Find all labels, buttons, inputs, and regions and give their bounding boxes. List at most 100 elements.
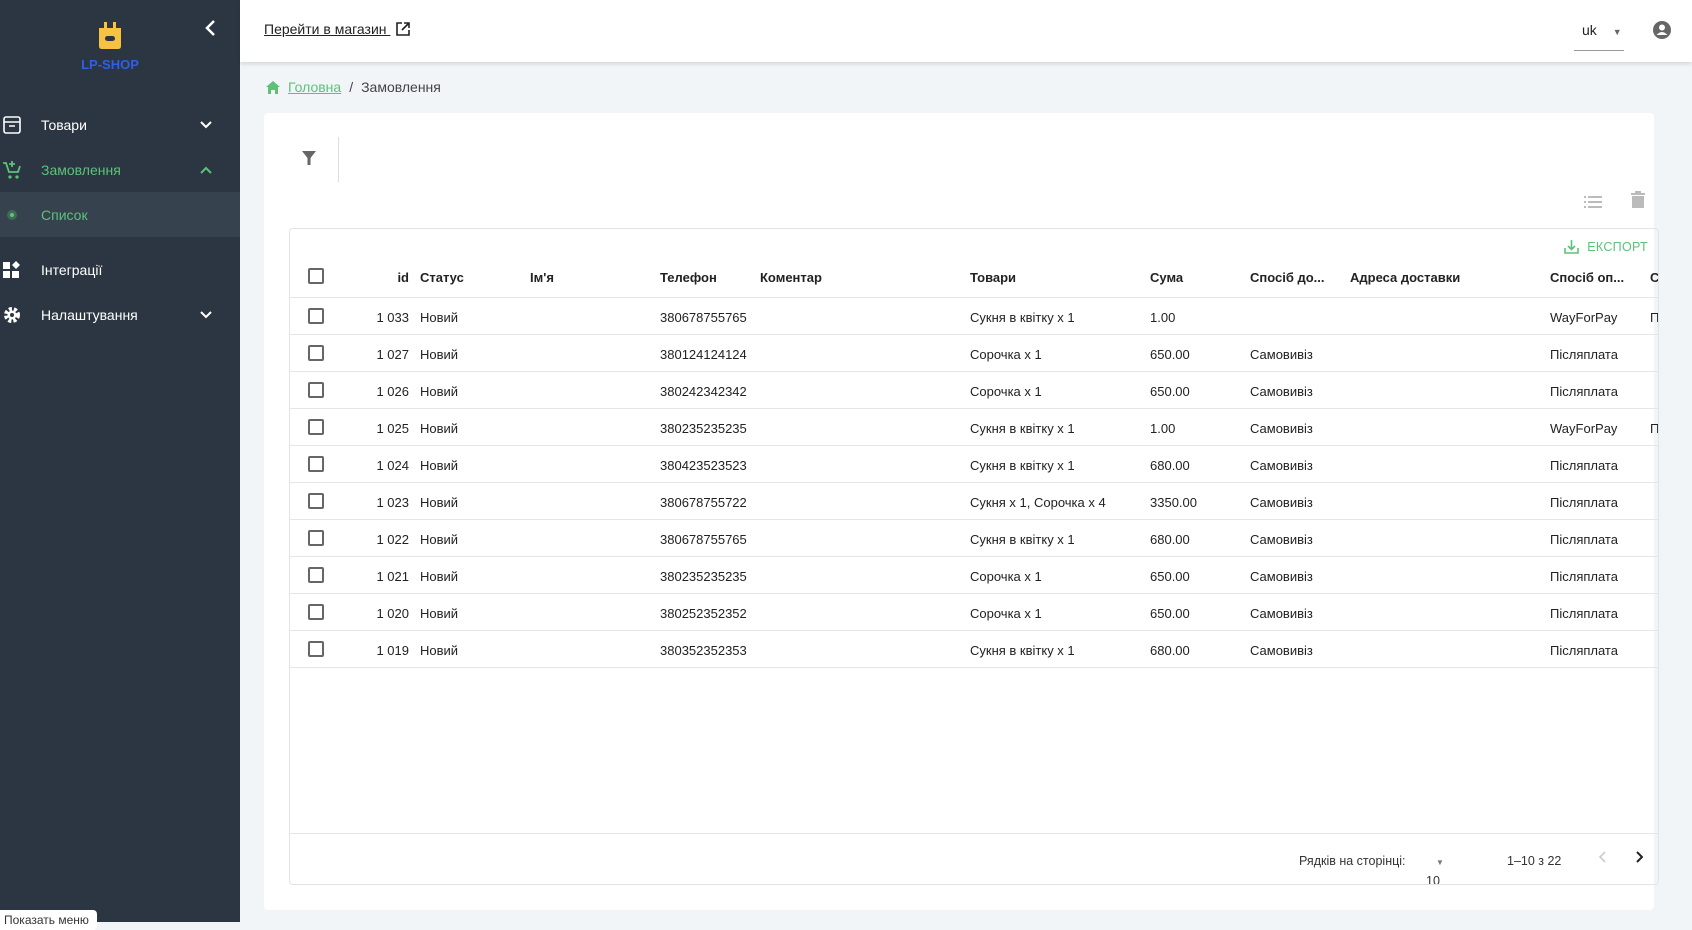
- row-checkbox[interactable]: [308, 530, 324, 546]
- column-header-comment[interactable]: Коментар: [760, 270, 822, 285]
- cell-status: Новий: [420, 421, 459, 436]
- cell-sum: 650.00: [1150, 384, 1190, 399]
- columns-button[interactable]: [1584, 195, 1602, 213]
- sidebar-item-orders[interactable]: Замовлення: [0, 147, 240, 192]
- tooltip: Показать меню: [0, 910, 97, 930]
- cell-phone: 380235235235: [660, 421, 747, 436]
- row-checkbox[interactable]: [308, 308, 324, 324]
- cell-items: Сорочка х 1: [970, 569, 1042, 584]
- table-header-row: id Статус Ім'я Телефон Коментар Товари Сума Спо…: [290, 258, 1659, 298]
- language-select[interactable]: uk ▼: [1574, 20, 1624, 51]
- chevron-down-icon: [200, 308, 240, 322]
- table-row[interactable]: 1 024 Новий 380423523523 Сукня в квітку х 1…: [290, 446, 1658, 483]
- cell-items: Сукня в квітку х 1: [970, 458, 1075, 473]
- archive-icon: [0, 115, 32, 134]
- table-row[interactable]: 1 022 Новий 380678755765 Сукня в квітку х 1…: [290, 520, 1658, 557]
- cell-delivery: Самовивіз: [1250, 421, 1313, 436]
- column-header-items[interactable]: Товари: [970, 270, 1017, 285]
- cell-delivery: Самовивіз: [1250, 347, 1313, 362]
- user-account-button[interactable]: [1652, 20, 1672, 45]
- logo[interactable]: LP-SHOP: [70, 22, 150, 72]
- column-header-extra[interactable]: С: [1650, 270, 1659, 285]
- sidebar: LP-SHOP Товари Замовлення Список Інтегра…: [0, 0, 240, 930]
- cell-sum: 1.00: [1150, 421, 1176, 436]
- cart-add-icon: [0, 160, 32, 180]
- chevron-down-icon: [200, 118, 240, 132]
- column-header-address[interactable]: Адреса доставки: [1350, 270, 1461, 285]
- column-header-name[interactable]: Ім'я: [530, 270, 554, 285]
- cell-status: Новий: [420, 606, 459, 621]
- cell-delivery: Самовивіз: [1250, 532, 1313, 547]
- cell-id: 1 019: [376, 643, 409, 658]
- filter-button[interactable]: [302, 151, 316, 170]
- cell-phone: 380235235235: [660, 569, 747, 584]
- sidebar-item-products[interactable]: Товари: [0, 102, 240, 147]
- caret-down-icon: ▼: [1436, 858, 1444, 867]
- sidebar-item-settings[interactable]: Налаштування: [0, 292, 240, 337]
- column-header-id[interactable]: id: [397, 270, 409, 285]
- cell-status: Новий: [420, 458, 459, 473]
- row-checkbox[interactable]: [308, 345, 324, 361]
- widgets-icon: [0, 260, 32, 279]
- cell-payment: Післяплата: [1550, 458, 1618, 473]
- cell-id: 1 024: [376, 458, 409, 473]
- trash-icon: [1631, 191, 1645, 208]
- column-header-sum[interactable]: Сума: [1150, 270, 1184, 285]
- cell-payment: Післяплата: [1550, 606, 1618, 621]
- filter-icon: [302, 151, 316, 165]
- row-checkbox[interactable]: [308, 641, 324, 657]
- cell-id: 1 020: [376, 606, 409, 621]
- chevron-left-icon: [1598, 851, 1606, 863]
- cell-payment: WayForPay: [1550, 421, 1618, 436]
- breadcrumb-home[interactable]: Головна: [288, 79, 342, 95]
- table-row[interactable]: 1 027 Новий 380124124124 Сорочка х 1 650.00 С…: [290, 335, 1658, 372]
- table-row[interactable]: 1 021 Новий 380235235235 Сорочка х 1 650.00 С…: [290, 557, 1658, 594]
- dot-icon: [0, 209, 32, 221]
- cell-status: Новий: [420, 347, 459, 362]
- row-checkbox[interactable]: [308, 493, 324, 509]
- row-checkbox[interactable]: [308, 456, 324, 472]
- export-button[interactable]: ЕКСПОРТ: [1564, 239, 1648, 254]
- cell-items: Сукня в квітку х 1: [970, 643, 1075, 658]
- table-row[interactable]: 1 020 Новий 380252352352 Сорочка х 1 650.00 С…: [290, 594, 1658, 631]
- cell-sum: 650.00: [1150, 569, 1190, 584]
- column-header-payment[interactable]: Спосіб оп...: [1550, 270, 1625, 285]
- table-row[interactable]: 1 019 Новий 380352352353 Сукня в квітку х 1…: [290, 631, 1658, 668]
- breadcrumb-current: Замовлення: [361, 79, 441, 95]
- column-header-status[interactable]: Статус: [420, 270, 464, 285]
- sidebar-item-integrations[interactable]: Інтеграції: [0, 247, 240, 292]
- go-to-shop-link[interactable]: Перейти в магазин: [264, 21, 411, 37]
- table-row[interactable]: 1 026 Новий 380242342342 Сорочка х 1 650.00 С…: [290, 372, 1658, 409]
- sidebar-item-orders-list[interactable]: Список: [0, 192, 240, 237]
- column-header-phone[interactable]: Телефон: [660, 270, 717, 285]
- cell-extra: П: [1650, 310, 1659, 325]
- row-checkbox[interactable]: [308, 419, 324, 435]
- cell-status: Новий: [420, 643, 459, 658]
- next-page-button[interactable]: [1635, 851, 1644, 866]
- column-header-delivery[interactable]: Спосіб до...: [1250, 270, 1325, 285]
- divider: [338, 137, 339, 182]
- table-row[interactable]: 1 023 Новий 380678755722 Сукня х 1, Сорочка…: [290, 483, 1658, 520]
- cell-phone: 380423523523: [660, 458, 747, 473]
- cell-id: 1 033: [376, 310, 409, 325]
- previous-page-button[interactable]: [1598, 851, 1607, 866]
- orders-card: ЕКСПОРТ id Статус Ім'я Телефон Коментар Товар…: [264, 113, 1659, 910]
- cell-sum: 3350.00: [1150, 495, 1197, 510]
- delete-button[interactable]: [1631, 191, 1645, 213]
- table-row[interactable]: 1 025 Новий 380235235235 Сукня в квітку х 1…: [290, 409, 1658, 446]
- cell-phone: 380124124124: [660, 347, 747, 362]
- cell-id: 1 027: [376, 347, 409, 362]
- sidebar-item-label: Замовлення: [41, 161, 121, 178]
- row-checkbox[interactable]: [308, 382, 324, 398]
- row-checkbox[interactable]: [308, 567, 324, 583]
- rows-per-page-label: Рядків на сторінці:: [1299, 854, 1406, 868]
- select-all-checkbox[interactable]: [308, 268, 324, 284]
- rows-per-page-select[interactable]: 10 ▼: [1426, 854, 1444, 884]
- row-checkbox[interactable]: [308, 604, 324, 620]
- cell-status: Новий: [420, 495, 459, 510]
- collapse-sidebar-button[interactable]: [204, 18, 216, 44]
- cell-phone: 380678755765: [660, 310, 747, 325]
- sidebar-item-label: Товари: [41, 116, 87, 133]
- table-row[interactable]: 1 033 Новий 380678755765 Сукня в квітку х 1…: [290, 298, 1659, 335]
- rows-per-page-value: 10: [1426, 874, 1440, 885]
